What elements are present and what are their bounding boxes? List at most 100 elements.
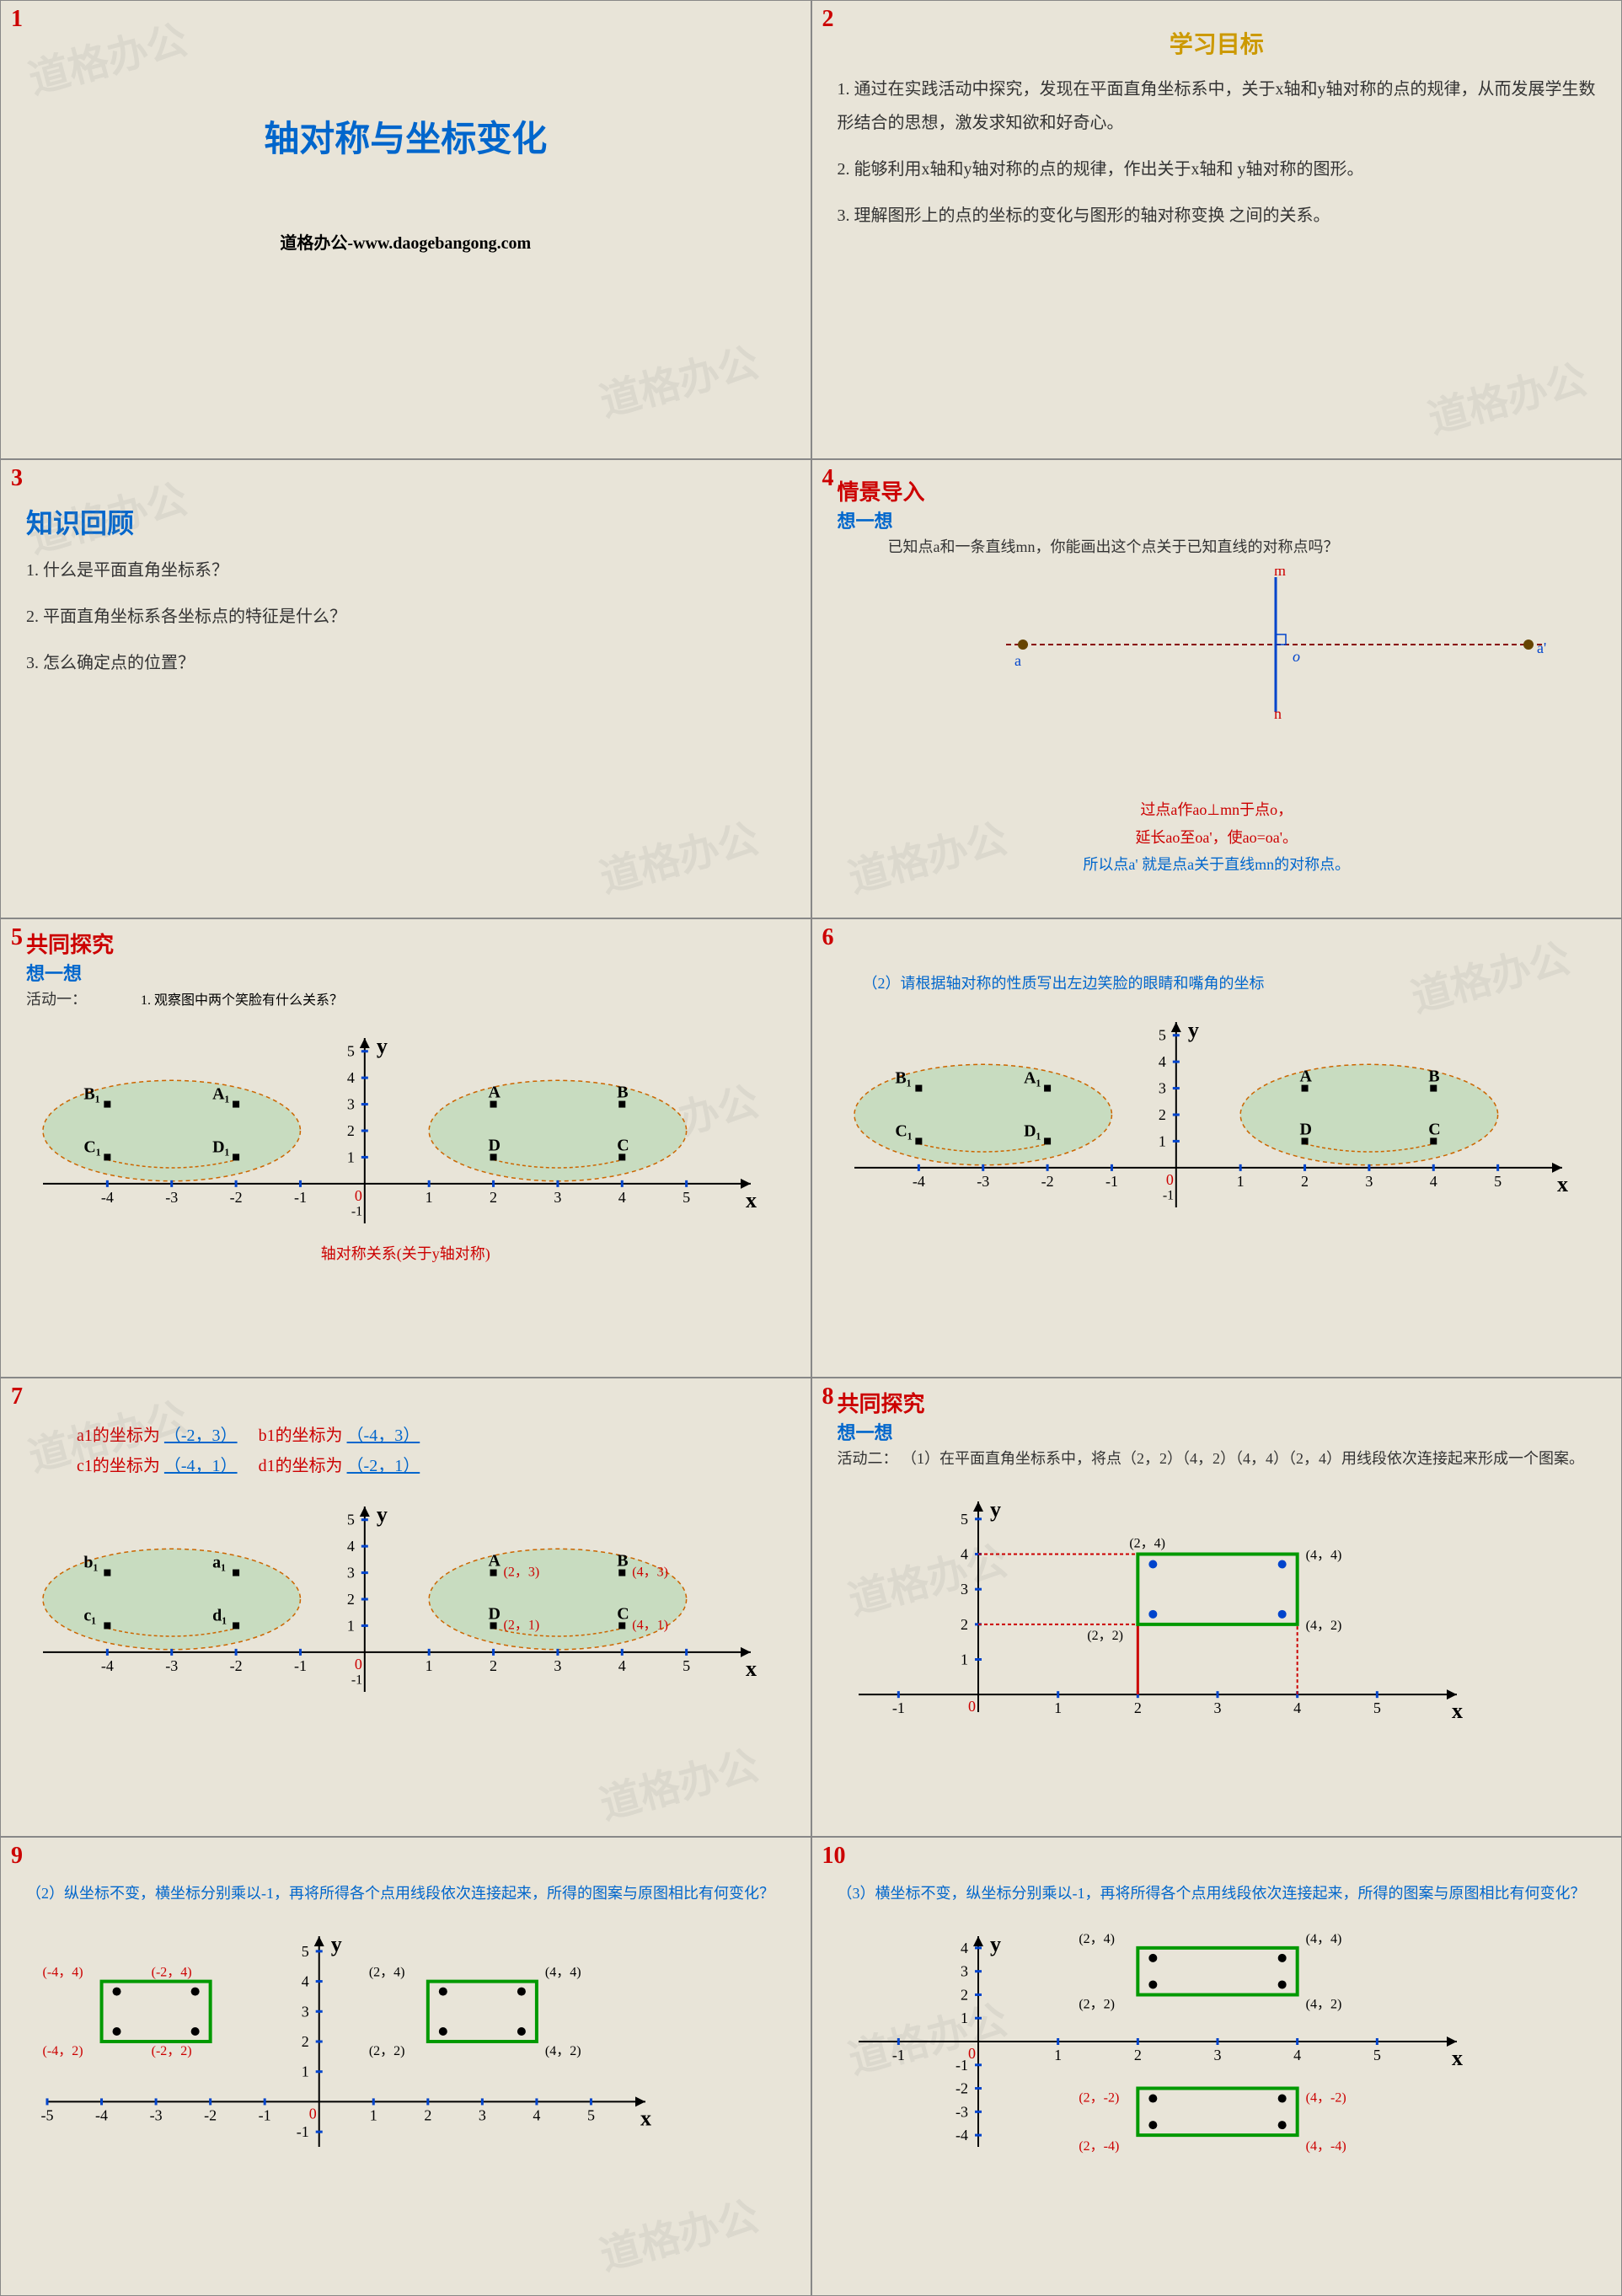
question-text: 已知点a和一条直线mn，你能画出这个点关于已知直线的对称点吗？ <box>888 533 1597 560</box>
svg-text:2: 2 <box>347 1591 355 1608</box>
svg-text:1: 1 <box>426 1189 433 1206</box>
watermark: 道格办公 <box>593 2182 765 2281</box>
svg-text:3: 3 <box>1365 1173 1373 1190</box>
svg-text:-1: -1 <box>891 2047 904 2063</box>
svg-text:x: x <box>640 2106 651 2131</box>
svg-text:B: B <box>1428 1068 1439 1086</box>
svg-text:B₁: B₁ <box>895 1069 911 1088</box>
svg-text:2: 2 <box>1133 2047 1141 2063</box>
svg-text:x: x <box>1452 2046 1463 2070</box>
svg-text:m: m <box>1274 569 1286 579</box>
chart-caption: 轴对称关系(关于y轴对称) <box>26 1240 785 1267</box>
svg-text:1: 1 <box>347 1149 355 1166</box>
svg-text:5: 5 <box>1373 1700 1380 1717</box>
svg-text:-2: -2 <box>204 2107 217 2124</box>
svg-text:2: 2 <box>961 1987 968 2004</box>
square-chart: -112345123450xy(2，2)(4，2)(4，4)(2，4) <box>838 1480 1597 1699</box>
svg-text:3: 3 <box>1213 2047 1221 2063</box>
svg-text:5: 5 <box>347 1512 355 1528</box>
activity-label: 活动二： <box>838 1450 898 1467</box>
svg-text:-4: -4 <box>912 1173 924 1190</box>
coord-value-b1: （-4，3） <box>347 1426 420 1445</box>
svg-text:a': a' <box>1537 640 1546 656</box>
svg-text:(2，2): (2，2) <box>369 2044 405 2058</box>
svg-text:C: C <box>617 1604 629 1623</box>
svg-text:4: 4 <box>302 1973 309 1990</box>
activity-label: 活动一： <box>26 991 87 1008</box>
slide-grid: 1 道格办公 道格办公 轴对称与坐标变化 道格办公-www.daogebango… <box>0 0 1622 2296</box>
coord-label-d1: d1的坐标为 <box>259 1457 343 1475</box>
svg-text:C₁: C₁ <box>895 1122 912 1141</box>
svg-text:-1: -1 <box>1105 1173 1117 1190</box>
slide-number: 8 <box>822 1383 834 1410</box>
svg-text:(4，4): (4，4) <box>545 1966 581 1980</box>
slide-number: 9 <box>11 1843 23 1870</box>
svg-text:a: a <box>1014 652 1021 669</box>
slide-8: 8 道格办公 共同探究 想一想 活动二： （1）在平面直角坐标系中，将点（2，2… <box>811 1378 1622 1837</box>
svg-text:y: y <box>377 1502 388 1527</box>
subheading: 想一想 <box>26 959 785 986</box>
svg-text:-4: -4 <box>101 1657 114 1674</box>
svg-text:-2: -2 <box>230 1189 243 1206</box>
svg-text:-4: -4 <box>956 2127 968 2144</box>
svg-text:1: 1 <box>961 2010 968 2027</box>
svg-text:3: 3 <box>961 1582 968 1598</box>
svg-text:1: 1 <box>1054 2047 1062 2063</box>
section-heading: 知识回顾 <box>26 502 785 541</box>
svg-text:y: y <box>990 1932 1001 1956</box>
svg-text:-4: -4 <box>95 2107 108 2124</box>
svg-text:B: B <box>617 1084 628 1102</box>
svg-text:(2，4): (2，4) <box>1079 1932 1115 1946</box>
svg-text:0: 0 <box>355 1187 362 1204</box>
svg-text:(2，4): (2，4) <box>1129 1537 1165 1551</box>
svg-text:(-2，2): (-2，2) <box>152 2044 192 2058</box>
objective-2: 2. 能够利用x轴和y轴对称的点的规律，作出关于x轴和 y轴对称的图形。 <box>838 153 1597 186</box>
svg-text:C₁: C₁ <box>83 1138 100 1157</box>
svg-text:-3: -3 <box>956 2104 968 2121</box>
svg-text:5: 5 <box>347 1043 355 1060</box>
svg-text:2: 2 <box>302 2033 309 2050</box>
svg-text:2: 2 <box>961 1616 968 1633</box>
slide-3: 3 道格办公 道格办公 知识回顾 1. 什么是平面直角坐标系？ 2. 平面直角坐… <box>0 459 811 918</box>
svg-text:1: 1 <box>370 2107 377 2124</box>
svg-text:1: 1 <box>1236 1173 1244 1190</box>
coord-value-d1: （-2，1） <box>347 1457 420 1475</box>
svg-text:(4，2): (4，2) <box>1305 1998 1341 2012</box>
svg-text:-2: -2 <box>230 1657 243 1674</box>
svg-text:D₁: D₁ <box>212 1138 229 1157</box>
svg-text:-1: -1 <box>351 1205 362 1219</box>
slide-number: 5 <box>11 924 23 951</box>
svg-text:3: 3 <box>347 1565 355 1582</box>
svg-text:5: 5 <box>1373 2047 1380 2063</box>
slide-9: 9 道格办公 （2）纵坐标不变，横坐标分别乘以-1，再将所得各个点用线段依次连接… <box>0 1837 811 2296</box>
svg-text:5: 5 <box>587 2107 595 2124</box>
svg-text:4: 4 <box>533 2107 540 2124</box>
svg-text:a₁: a₁ <box>212 1554 226 1572</box>
reflect-y-chart: -112345-4-3-2-112340xy(2，2)(4，2)(4，4)(2，… <box>838 1915 1597 2134</box>
svg-text:3: 3 <box>554 1657 561 1674</box>
svg-text:2: 2 <box>490 1657 497 1674</box>
svg-text:x: x <box>1557 1172 1568 1196</box>
svg-text:D: D <box>489 1604 501 1623</box>
svg-text:2: 2 <box>347 1122 355 1139</box>
svg-text:y: y <box>377 1034 388 1058</box>
reflect-x-chart: -5-4-3-2-112345-1123450xy(2，2)(4，2)(4，4)… <box>26 1915 785 2134</box>
watermark: 道格办公 <box>1421 345 1593 444</box>
watermark: 道格办公 <box>593 329 765 427</box>
svg-text:1: 1 <box>1054 1700 1062 1717</box>
slide-number: 3 <box>11 465 23 492</box>
slide-1: 1 道格办公 道格办公 轴对称与坐标变化 道格办公-www.daogebango… <box>0 0 811 459</box>
svg-text:5: 5 <box>683 1189 690 1206</box>
svg-text:-1: -1 <box>297 2124 309 2141</box>
section-heading: 学习目标 <box>838 26 1597 60</box>
svg-text:D₁: D₁ <box>1024 1122 1041 1141</box>
activity-question: （1）在平面直角坐标系中，将点（2，2）（4，2）（4，4）（2，4）用线段依次… <box>902 1450 1584 1467</box>
slide-number: 10 <box>822 1843 846 1870</box>
reflection-diagram: m n a a' o <box>838 569 1597 788</box>
svg-text:4: 4 <box>1158 1054 1165 1071</box>
svg-text:4: 4 <box>347 1538 355 1555</box>
faces-chart: -4-3-2-112345123450xy-1B₁A₁C₁D₁ABDC <box>26 1021 785 1240</box>
svg-text:(2，2): (2，2) <box>1087 1629 1123 1643</box>
svg-text:3: 3 <box>1213 1700 1221 1717</box>
svg-text:2: 2 <box>424 2107 431 2124</box>
